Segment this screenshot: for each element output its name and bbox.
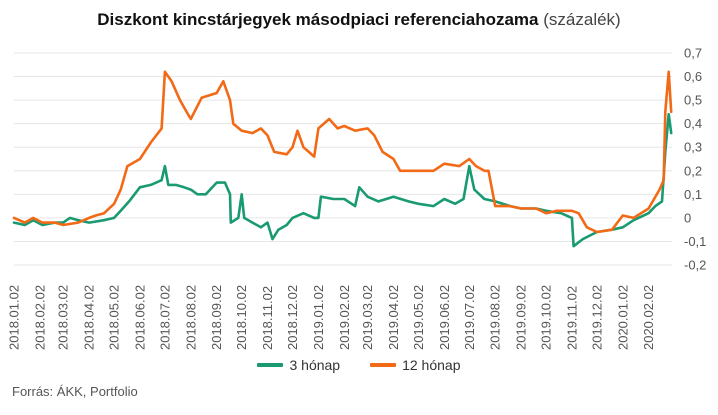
- gridlines: [14, 52, 672, 266]
- x-tick-label: 2019.06.02: [437, 285, 452, 350]
- series-lines: [12, 70, 673, 248]
- series-line-12m: [12, 70, 673, 234]
- legend-swatch-12m: [370, 363, 397, 367]
- x-tick-label: 2019.02.02: [337, 285, 352, 350]
- x-tick-label: 2018.05.02: [107, 285, 122, 350]
- legend-item-3m: 3 hónap: [257, 357, 340, 373]
- y-tick-label: -0,1: [684, 234, 706, 249]
- legend-label-3m: 3 hónap: [289, 357, 341, 373]
- y-tick-label: 0,2: [684, 163, 702, 178]
- y-tick-label: 0,3: [684, 140, 702, 155]
- x-tick-label: 2019.07.02: [462, 285, 477, 350]
- x-tick-label: 2018.04.02: [82, 285, 97, 350]
- x-tick-label: 2018.12.02: [285, 285, 300, 350]
- y-tick-label: 0,6: [684, 69, 702, 84]
- x-tick-label: 2018.07.02: [157, 285, 172, 350]
- x-tick-label: 2018.08.02: [183, 285, 198, 350]
- x-tick-label: 2018.09.02: [209, 285, 224, 350]
- x-tick-label: 2019.01.02: [311, 285, 326, 350]
- legend-swatch-3m: [257, 363, 284, 367]
- x-tick-label: 2019.03.02: [360, 285, 375, 350]
- x-tick-label: 2020.01.02: [615, 285, 630, 350]
- y-tick-label: 0,1: [684, 187, 702, 202]
- x-tick-label: 2018.01.02: [7, 285, 22, 350]
- x-tick-label: 2019.04.02: [386, 285, 401, 350]
- x-tick-label: 2018.11.02: [260, 286, 275, 350]
- chart-title-unit: (százalék): [543, 10, 621, 29]
- source-note: Forrás: ÁKK, Portfolio: [12, 384, 138, 399]
- y-tick-label: -0,2: [684, 258, 706, 273]
- y-tick-label: 0,7: [684, 46, 702, 61]
- x-tick-label: 2019.05.02: [411, 285, 426, 350]
- x-tick-label: 2019.12.02: [589, 285, 604, 350]
- x-axis-ticks: 2018.01.02 2018.02.02 2018.03.02 2018.04.02…: [7, 285, 657, 350]
- x-tick-label: 2018.02.02: [32, 285, 47, 350]
- y-tick-label: 0: [684, 210, 691, 225]
- y-tick-label: 0,5: [684, 93, 702, 108]
- x-tick-label: 2019.08.02: [488, 285, 503, 350]
- chart-title-main: Diszkont kincstárjegyek másodpiaci refer…: [97, 10, 539, 29]
- legend: 3 hónap 12 hónap: [0, 357, 718, 373]
- legend-label-12m: 12 hónap: [402, 357, 461, 373]
- x-tick-label: 2018.06.02: [132, 285, 147, 350]
- x-tick-label: 2019.11.02: [564, 286, 579, 350]
- y-tick-label: 0,4: [684, 116, 702, 131]
- x-tick-label: 2019.10.02: [539, 285, 554, 350]
- x-tick-label: 2018.10.02: [234, 285, 249, 350]
- legend-item-12m: 12 hónap: [370, 357, 461, 373]
- y-axis-ticks: 0,7 0,6 0,5 0,4 0,3 0,2 0,1 0 -0,1 -0,2: [684, 46, 706, 273]
- chart-title: Diszkont kincstárjegyek másodpiaci refer…: [0, 10, 718, 30]
- x-tick-label: 2020.02.02: [641, 285, 656, 350]
- series-line-3m: [12, 112, 673, 248]
- x-tick-label: 2018.03.02: [56, 285, 71, 350]
- x-tick-label: 2019.09.02: [514, 285, 529, 350]
